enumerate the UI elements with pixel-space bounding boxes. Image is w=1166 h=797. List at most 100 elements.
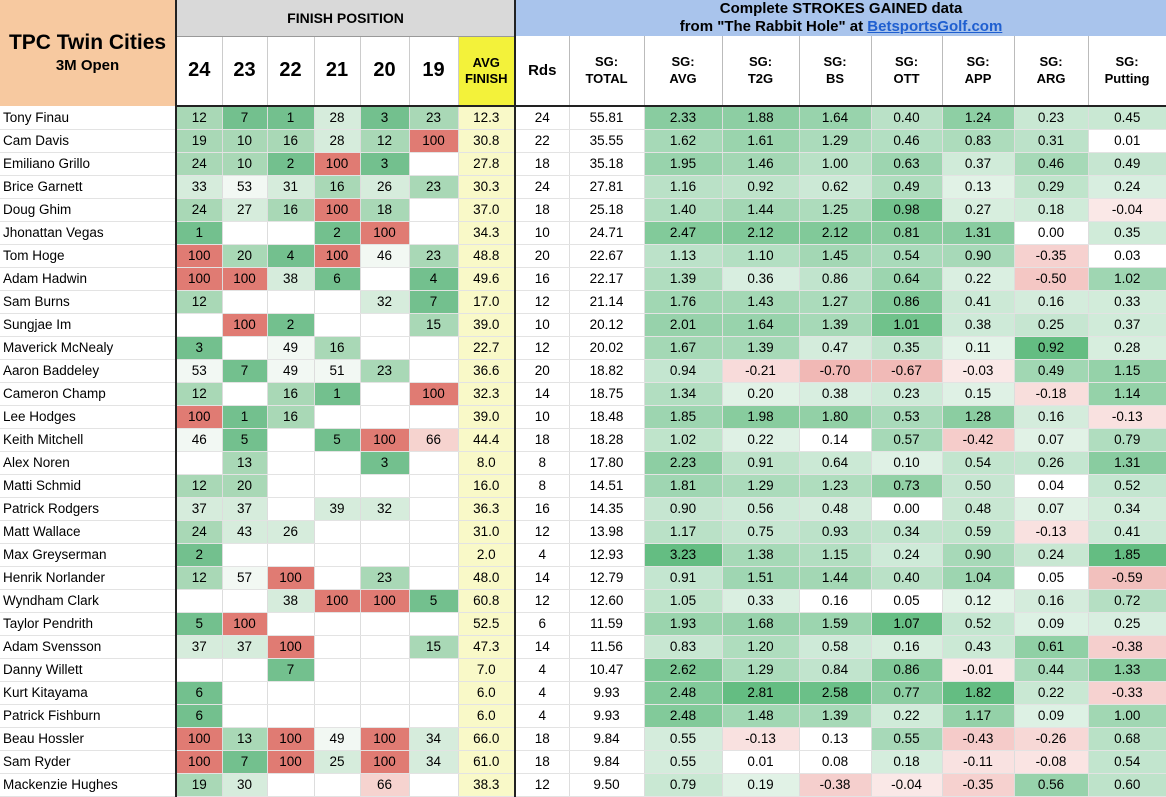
sg-cell-avg: 1.62 xyxy=(644,129,723,153)
finish-cell-22: 16 xyxy=(267,129,315,153)
finish-cell-20: 100 xyxy=(360,428,410,452)
sg-cell-ott: 0.86 xyxy=(871,658,943,682)
betsportsgolf-link[interactable]: BetsportsGolf.com xyxy=(867,18,1003,35)
sg-cell-app: 1.31 xyxy=(942,221,1015,245)
sg-cell-avg: 1.16 xyxy=(644,175,723,199)
finish-cell-23: 7 xyxy=(222,105,268,130)
avg-finish-cell: 52.5 xyxy=(458,612,517,636)
sg-cell-app: 0.27 xyxy=(942,198,1015,222)
sg-cell-app: 0.54 xyxy=(942,451,1015,475)
finish-cell-19 xyxy=(409,405,459,429)
sg-cell-app: -0.42 xyxy=(942,428,1015,452)
sg-cell-t2g: 0.01 xyxy=(722,750,800,774)
finish-cell-24: 2 xyxy=(176,543,223,567)
avg-finish-cell: 2.0 xyxy=(458,543,517,567)
sg-cell-ott: 0.00 xyxy=(871,497,943,521)
sg-cell-total: 24.71 xyxy=(569,221,645,245)
event-title: 3M Open xyxy=(55,56,120,74)
stat-header-label: APP xyxy=(964,71,992,87)
sg-cell-t2g: 1.48 xyxy=(722,704,800,728)
finish-cell-22: 4 xyxy=(267,244,315,268)
finish-cell-19 xyxy=(409,451,459,475)
sg-cell-bs: 0.48 xyxy=(799,497,872,521)
finish-cell-19: 15 xyxy=(409,313,459,337)
finish-position-header: FINISH POSITION xyxy=(176,0,517,37)
sg-cell-t2g: 1.61 xyxy=(722,129,800,153)
finish-cell-24: 24 xyxy=(176,152,223,176)
finish-cell-21 xyxy=(314,543,361,567)
stat-header-avg: SG: AVG xyxy=(644,36,723,107)
finish-cell-24: 19 xyxy=(176,129,223,153)
player-name: Kurt Kitayama xyxy=(0,681,177,705)
sg-cell-arg: 0.16 xyxy=(1014,589,1089,613)
finish-cell-24: 100 xyxy=(176,244,223,268)
finish-cell-20 xyxy=(360,474,410,498)
sg-cell-arg: 0.61 xyxy=(1014,635,1089,659)
finish-cell-24: 46 xyxy=(176,428,223,452)
stat-header-prefix: SG: xyxy=(894,54,919,70)
finish-cell-21: 2 xyxy=(314,221,361,245)
sg-cell-putting: 0.54 xyxy=(1088,750,1166,774)
sg-cell-ott: -0.04 xyxy=(871,773,943,797)
player-name: Jhonattan Vegas xyxy=(0,221,177,245)
stat-header-prefix: SG: xyxy=(748,54,773,70)
finish-cell-21 xyxy=(314,405,361,429)
finish-cell-22: 16 xyxy=(267,198,315,222)
player-row: Wyndham Clark 38 100 100 5 60.8 12 12.60 1.05 0.3… xyxy=(0,589,1166,613)
sg-cell-arg: 0.00 xyxy=(1014,221,1089,245)
year-header-21: 21 xyxy=(314,36,361,107)
finish-cell-24: 100 xyxy=(176,727,223,751)
year-header-23: 23 xyxy=(222,36,268,107)
finish-cell-19: 5 xyxy=(409,589,459,613)
sg-cell-putting: -0.33 xyxy=(1088,681,1166,705)
sg-cell-putting: 0.79 xyxy=(1088,428,1166,452)
sg-cell-putting: 0.35 xyxy=(1088,221,1166,245)
finish-cell-24: 33 xyxy=(176,175,223,199)
sg-cell-avg: 1.76 xyxy=(644,290,723,314)
sg-cell-bs: 1.15 xyxy=(799,543,872,567)
finish-cell-23: 20 xyxy=(222,474,268,498)
sg-cell-bs: 0.64 xyxy=(799,451,872,475)
sg-cell-ott: 0.24 xyxy=(871,543,943,567)
sg-cell-putting: 0.60 xyxy=(1088,773,1166,797)
rounds-cell: 16 xyxy=(515,497,570,521)
finish-cell-20: 3 xyxy=(360,451,410,475)
finish-cell-24: 100 xyxy=(176,750,223,774)
sg-cell-app: 0.41 xyxy=(942,290,1015,314)
sg-cell-ott: 0.81 xyxy=(871,221,943,245)
sg-cell-ott: 0.63 xyxy=(871,152,943,176)
sg-cell-t2g: 1.10 xyxy=(722,244,800,268)
sg-cell-bs: 1.27 xyxy=(799,290,872,314)
sg-cell-t2g: 0.19 xyxy=(722,773,800,797)
finish-cell-21 xyxy=(314,313,361,337)
finish-cell-22: 7 xyxy=(267,658,315,682)
sg-cell-arg: 0.46 xyxy=(1014,152,1089,176)
sg-cell-total: 9.93 xyxy=(569,681,645,705)
sg-cell-putting: 1.00 xyxy=(1088,704,1166,728)
rounds-cell: 20 xyxy=(515,359,570,383)
finish-cell-21: 6 xyxy=(314,267,361,291)
sg-cell-bs: 0.58 xyxy=(799,635,872,659)
player-row: Doug Ghim 24 27 16 100 18 37.0 18 25.18 1.40 1.44 1… xyxy=(0,198,1166,222)
finish-cell-21 xyxy=(314,451,361,475)
finish-cell-20: 3 xyxy=(360,105,410,130)
sg-cell-total: 35.55 xyxy=(569,129,645,153)
sg-cell-total: 14.35 xyxy=(569,497,645,521)
player-name: Adam Hadwin xyxy=(0,267,177,291)
rounds-cell: 16 xyxy=(515,267,570,291)
finish-cell-19 xyxy=(409,221,459,245)
year-header-22: 22 xyxy=(267,36,315,107)
player-name: Lee Hodges xyxy=(0,405,177,429)
finish-cell-22: 100 xyxy=(267,750,315,774)
finish-cell-19 xyxy=(409,520,459,544)
finish-cell-20: 26 xyxy=(360,175,410,199)
sg-cell-putting: 1.02 xyxy=(1088,267,1166,291)
stat-header-putting: SG: Putting xyxy=(1088,36,1166,107)
player-row: Henrik Norlander 12 57 100 23 48.0 14 12.79 0.91… xyxy=(0,566,1166,590)
finish-cell-19 xyxy=(409,612,459,636)
avg-finish-cell: 39.0 xyxy=(458,313,517,337)
sg-cell-ott: 0.57 xyxy=(871,428,943,452)
sg-cell-t2g: 0.33 xyxy=(722,589,800,613)
finish-cell-20: 32 xyxy=(360,290,410,314)
